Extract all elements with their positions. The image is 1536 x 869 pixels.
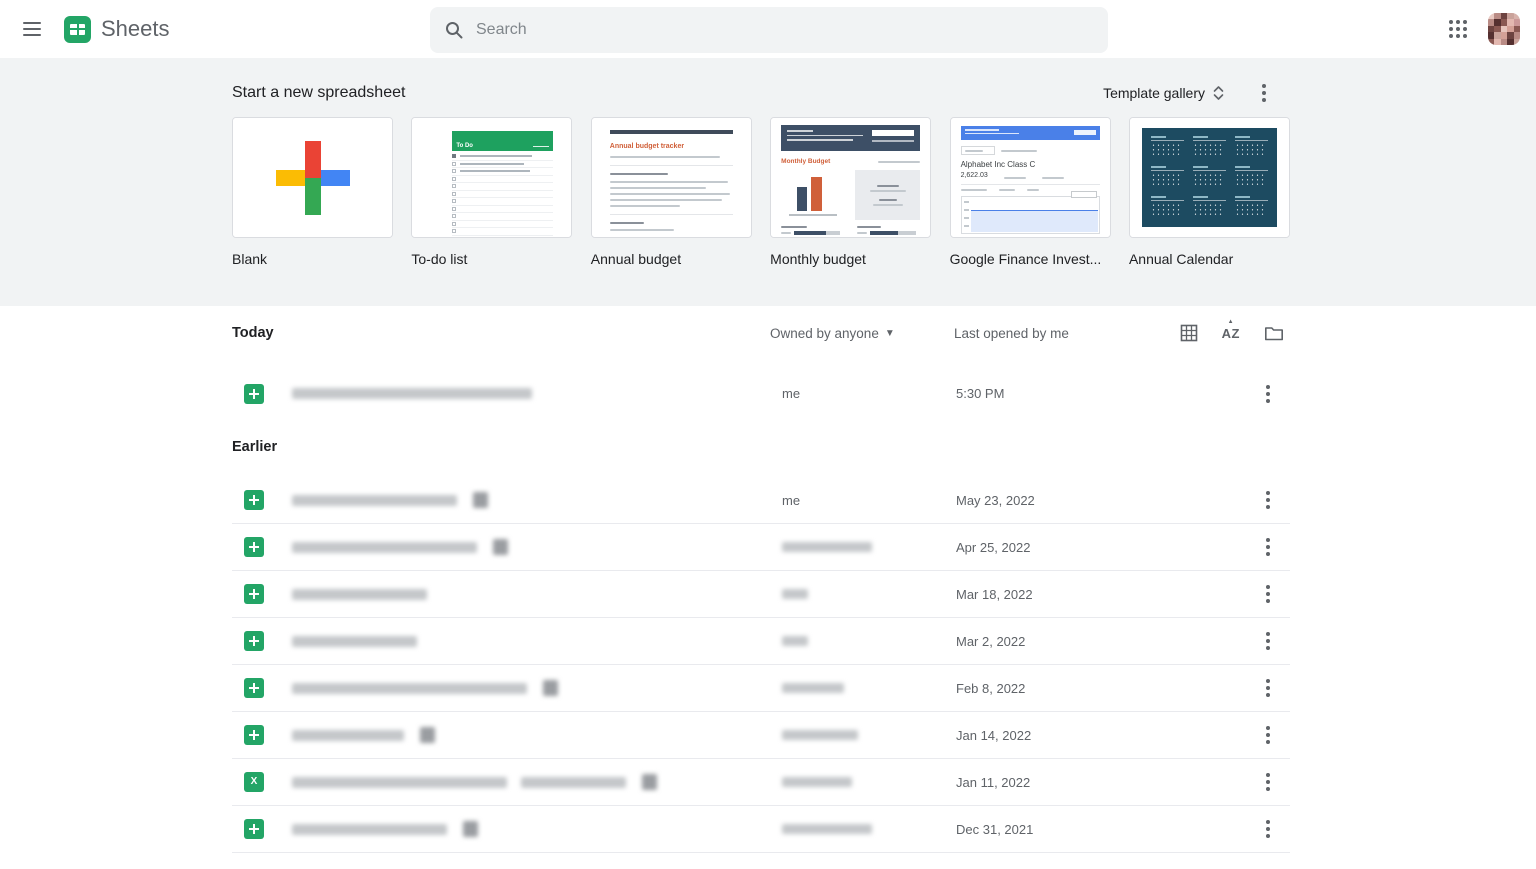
file-last-opened: Mar 18, 2022 [956,586,1033,602]
search-bar[interactable] [430,7,1108,53]
more-actions-icon[interactable] [1250,670,1286,706]
account-avatar[interactable] [1488,13,1520,45]
google-apps-icon[interactable] [1442,13,1474,45]
sheets-file-icon [244,537,264,557]
file-owner: me [782,386,801,401]
template-label: Blank [232,251,268,267]
file-last-opened: May 23, 2022 [956,492,1035,508]
file-row[interactable]: Mar 18, 2022 [232,571,1290,618]
excel-file-icon: X [244,772,264,792]
more-actions-icon[interactable] [1250,623,1286,659]
file-owner [782,589,932,599]
file-last-opened: Dec 31, 2021 [956,821,1034,837]
file-last-opened: Mar 2, 2022 [956,633,1026,649]
file-row[interactable]: Apr 25, 2022 [232,524,1290,571]
more-actions-icon[interactable] [1250,482,1286,518]
main-menu-icon[interactable] [8,5,56,53]
templates-section-title: Start a new spreadsheet [232,84,406,101]
top-app-bar: Sheets [0,0,1536,58]
file-name-redacted [292,774,758,790]
annual-calendar-thumbnail [1129,118,1289,237]
more-actions-icon[interactable] [1250,529,1286,565]
file-row[interactable]: Dec 31, 2021 [232,806,1290,853]
template-card-annual-calendar[interactable] [1128,117,1290,238]
file-name-redacted [292,492,758,508]
more-actions-icon[interactable] [1250,717,1286,753]
file-name-redacted [292,388,758,399]
template-card-todo[interactable]: To Do [411,117,573,238]
owner-filter-dropdown[interactable]: Owned by anyone ▼ [770,325,895,341]
more-actions-icon[interactable] [1250,576,1286,612]
unfold-more-icon [1213,86,1224,100]
sheets-file-icon [244,819,264,839]
search-icon [446,22,463,39]
sheets-file-icon [244,383,264,404]
sheets-file-icon [244,725,264,745]
file-last-opened: Jan 14, 2022 [956,727,1032,743]
file-owner [782,730,932,740]
section-title-earlier: Earlier [232,439,278,455]
file-list-header: Today Owned by anyone ▼ Last opened by m… [232,306,1290,360]
template-label: Annual budget [590,251,682,267]
today-rows: me 5:30 PM [232,370,1290,417]
file-row[interactable]: Mar 2, 2022 [232,618,1290,665]
more-actions-icon[interactable] [1250,376,1286,412]
file-owner [782,777,932,787]
google-finance-thumbnail: Alphabet Inc Class C 2,622.03 [950,118,1110,237]
sheets-file-icon [244,584,264,604]
dropdown-caret-icon: ▼ [884,327,895,339]
more-actions-icon[interactable] [1250,811,1286,847]
sheets-file-icon [244,631,264,651]
file-name-redacted [292,680,758,696]
search-input[interactable] [476,21,1094,39]
monthly-budget-thumbnail: Monthly Budget [771,118,931,237]
file-name-redacted [292,727,758,743]
todo-thumbnail: To Do [412,118,572,237]
sheets-file-icon [244,490,264,510]
file-owner [782,542,932,552]
template-card-monthly-budget[interactable]: Monthly Budget [770,117,932,238]
more-actions-icon[interactable] [1250,764,1286,800]
sheets-logo-icon[interactable] [64,15,91,43]
folder-icon[interactable] [1264,325,1284,342]
file-last-opened: Apr 25, 2022 [956,539,1031,555]
file-last-opened: Feb 8, 2022 [956,680,1026,696]
sort-az-icon[interactable]: AZ ▲ [1221,318,1240,341]
annual-budget-thumbnail: Annual budget tracker [591,118,751,237]
template-card-google-finance[interactable]: Alphabet Inc Class C 2,622.03 [949,117,1111,238]
file-name-redacted [292,588,758,600]
file-row[interactable]: me May 23, 2022 [232,477,1290,524]
file-row[interactable]: me 5:30 PM [232,370,1290,417]
section-title-today: Today [232,325,274,341]
template-card-annual-budget[interactable]: Annual budget tracker [590,117,752,238]
template-band: Start a new spreadsheet Template gallery [0,58,1536,306]
template-gallery-label: Template gallery [1103,85,1205,101]
template-label: Google Finance Invest... [949,251,1102,267]
file-name-redacted [292,635,758,647]
template-label: Monthly budget [770,251,866,267]
file-row[interactable]: X Jan 11, 2022 [232,759,1290,806]
grid-view-icon[interactable] [1180,324,1198,342]
file-name-redacted [292,539,758,555]
template-section-menu-icon[interactable] [1256,78,1272,108]
file-owner [782,636,932,646]
file-last-opened: Jan 11, 2022 [956,774,1031,790]
template-card-blank[interactable] [232,117,393,238]
file-row[interactable]: Jan 14, 2022 [232,712,1290,759]
sort-by-label[interactable]: Last opened by me [954,325,1069,341]
template-label: Annual Calendar [1128,251,1234,267]
file-owner [782,824,932,834]
template-label: To-do list [411,251,468,267]
app-title: Sheets [101,16,170,41]
template-gallery-button[interactable]: Template gallery [1093,79,1234,107]
file-owner [782,683,932,693]
file-last-opened: 5:30 PM [956,386,1005,401]
file-name-redacted [292,821,758,837]
file-row[interactable]: Feb 8, 2022 [232,665,1290,712]
template-cards: Blank To Do [232,117,1290,267]
blank-thumbnail [233,118,392,237]
earlier-rows: me May 23, 2022 Apr 25, 2022 Mar 18, 202… [232,477,1290,853]
file-owner: me [782,492,801,508]
sheets-file-icon [244,678,264,698]
